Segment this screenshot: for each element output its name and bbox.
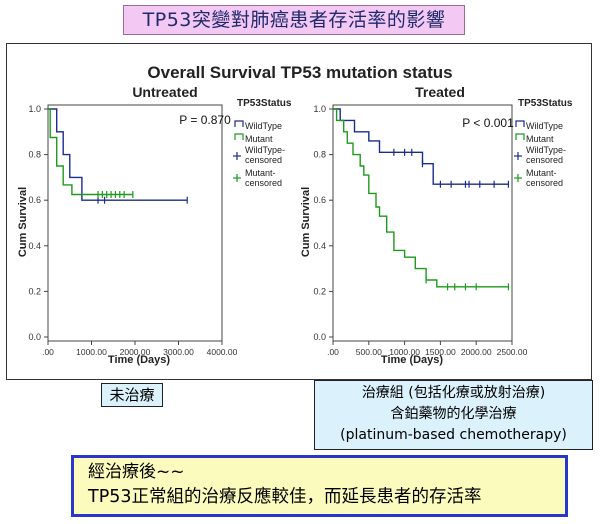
caption-treated-line2: 含鉑藥物的化學治療 xyxy=(390,406,517,422)
conclusion-line2: TP53正常組的治療反應較佳，而延長患者的存活率 xyxy=(88,487,482,507)
legend-title: TP53Status xyxy=(518,98,573,109)
chart-title: Overall Survival TP53 mutation status xyxy=(147,63,452,82)
figure-frame xyxy=(6,43,592,380)
legend-label: WildType xyxy=(245,121,282,131)
legend-label-cont: censored xyxy=(245,178,282,188)
x-tick-label: .00 xyxy=(42,347,54,357)
y-tick-label: 0.6 xyxy=(313,195,326,205)
conclusion-box: 經治療後~~ TP53正常組的治療反應較佳，而延長患者的存活率 xyxy=(71,455,568,517)
x-tick-label: 1500.00 xyxy=(425,347,456,357)
x-tick-label: 2500.00 xyxy=(497,347,528,357)
x-axis-label: Time (Days) xyxy=(381,354,443,366)
y-tick-label: 0.0 xyxy=(313,332,326,342)
panel-subtitle: Untreated xyxy=(132,84,197,100)
x-tick-label: 3000.00 xyxy=(163,347,194,357)
p-value: P < 0.001 xyxy=(462,116,514,130)
y-tick-label: 0.6 xyxy=(28,195,41,205)
series-line-wildtype xyxy=(48,108,188,201)
legend-label: WildType- xyxy=(245,145,285,155)
x-axis-label: Time (Days) xyxy=(108,354,170,366)
x-tick-label: 500.00 xyxy=(356,347,382,357)
y-tick-label: 0.8 xyxy=(313,150,326,160)
y-tick-label: 1.0 xyxy=(28,104,41,114)
y-axis-label: Cum Survival xyxy=(300,187,312,257)
legend-label: WildType xyxy=(526,121,563,131)
legend-title: TP53Status xyxy=(237,98,292,109)
x-tick-label: 1000.00 xyxy=(389,347,420,357)
legend-label-cont: censored xyxy=(526,155,563,165)
series-line-mutant xyxy=(333,108,509,288)
y-tick-label: 1.0 xyxy=(313,104,326,114)
y-tick-label: 0.8 xyxy=(28,150,41,160)
caption-untreated: 未治療 xyxy=(101,383,163,407)
y-axis-label: Cum Survival xyxy=(17,187,29,257)
legend-label: Mutant- xyxy=(245,168,276,178)
plot-area xyxy=(47,104,223,342)
legend-swatch-wildtype xyxy=(515,120,525,127)
y-tick-label: 0.4 xyxy=(313,241,326,251)
y-tick-label: 0.0 xyxy=(28,332,41,342)
x-tick-label: 4000.00 xyxy=(207,347,238,357)
y-tick-label: 0.4 xyxy=(28,241,41,251)
y-tick-label: 0.2 xyxy=(313,286,326,296)
legend-label-cont: censored xyxy=(526,178,563,188)
p-value: P = 0.870 xyxy=(179,113,231,127)
legend-label: WildType- xyxy=(526,145,566,155)
legend-label: Mutant- xyxy=(526,168,557,178)
legend-label: Mutant xyxy=(526,134,554,144)
legend-label-cont: censored xyxy=(245,155,282,165)
legend-swatch-mutant xyxy=(515,133,525,140)
x-tick-label: 1000.00 xyxy=(76,347,107,357)
caption-treated-line3: (platinum-based chemotherapy) xyxy=(340,427,567,443)
x-tick-label: 2000.00 xyxy=(120,347,151,357)
banner-title: TP53突變對肺癌患者存活率的影響 xyxy=(123,5,465,35)
plot-area xyxy=(332,104,513,342)
legend-swatch-mutant xyxy=(234,133,244,140)
x-tick-label: .00 xyxy=(327,347,339,357)
legend-swatch-wildtype xyxy=(234,120,244,127)
series-line-mutant xyxy=(48,108,133,196)
legend-label: Mutant xyxy=(245,134,273,144)
panel-subtitle: Treated xyxy=(415,84,465,100)
x-tick-label: 2000.00 xyxy=(461,347,492,357)
caption-treated: 治療組 (包括化療或放射治療) 含鉑藥物的化學治療 (platinum-base… xyxy=(314,380,593,450)
y-tick-label: 0.2 xyxy=(28,286,41,296)
caption-treated-line1: 治療組 (包括化療或放射治療) xyxy=(361,385,546,401)
conclusion-line1: 經治療後~~ xyxy=(88,462,185,482)
